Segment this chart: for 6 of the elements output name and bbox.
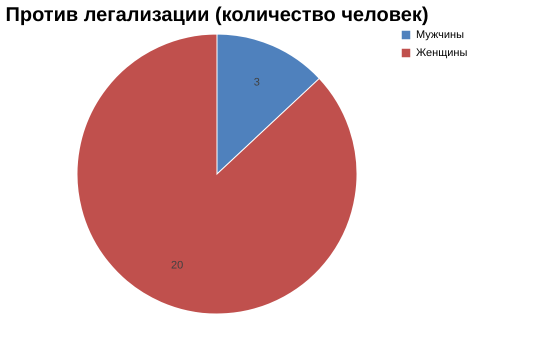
legend-label: Женщины [416,47,468,59]
data-label: 3 [254,76,260,88]
chart-title: Против легализации (количество человек) [5,4,429,26]
data-label: 20 [171,260,184,272]
legend-label: Мужчины [416,29,464,41]
pie-slice [76,34,358,314]
